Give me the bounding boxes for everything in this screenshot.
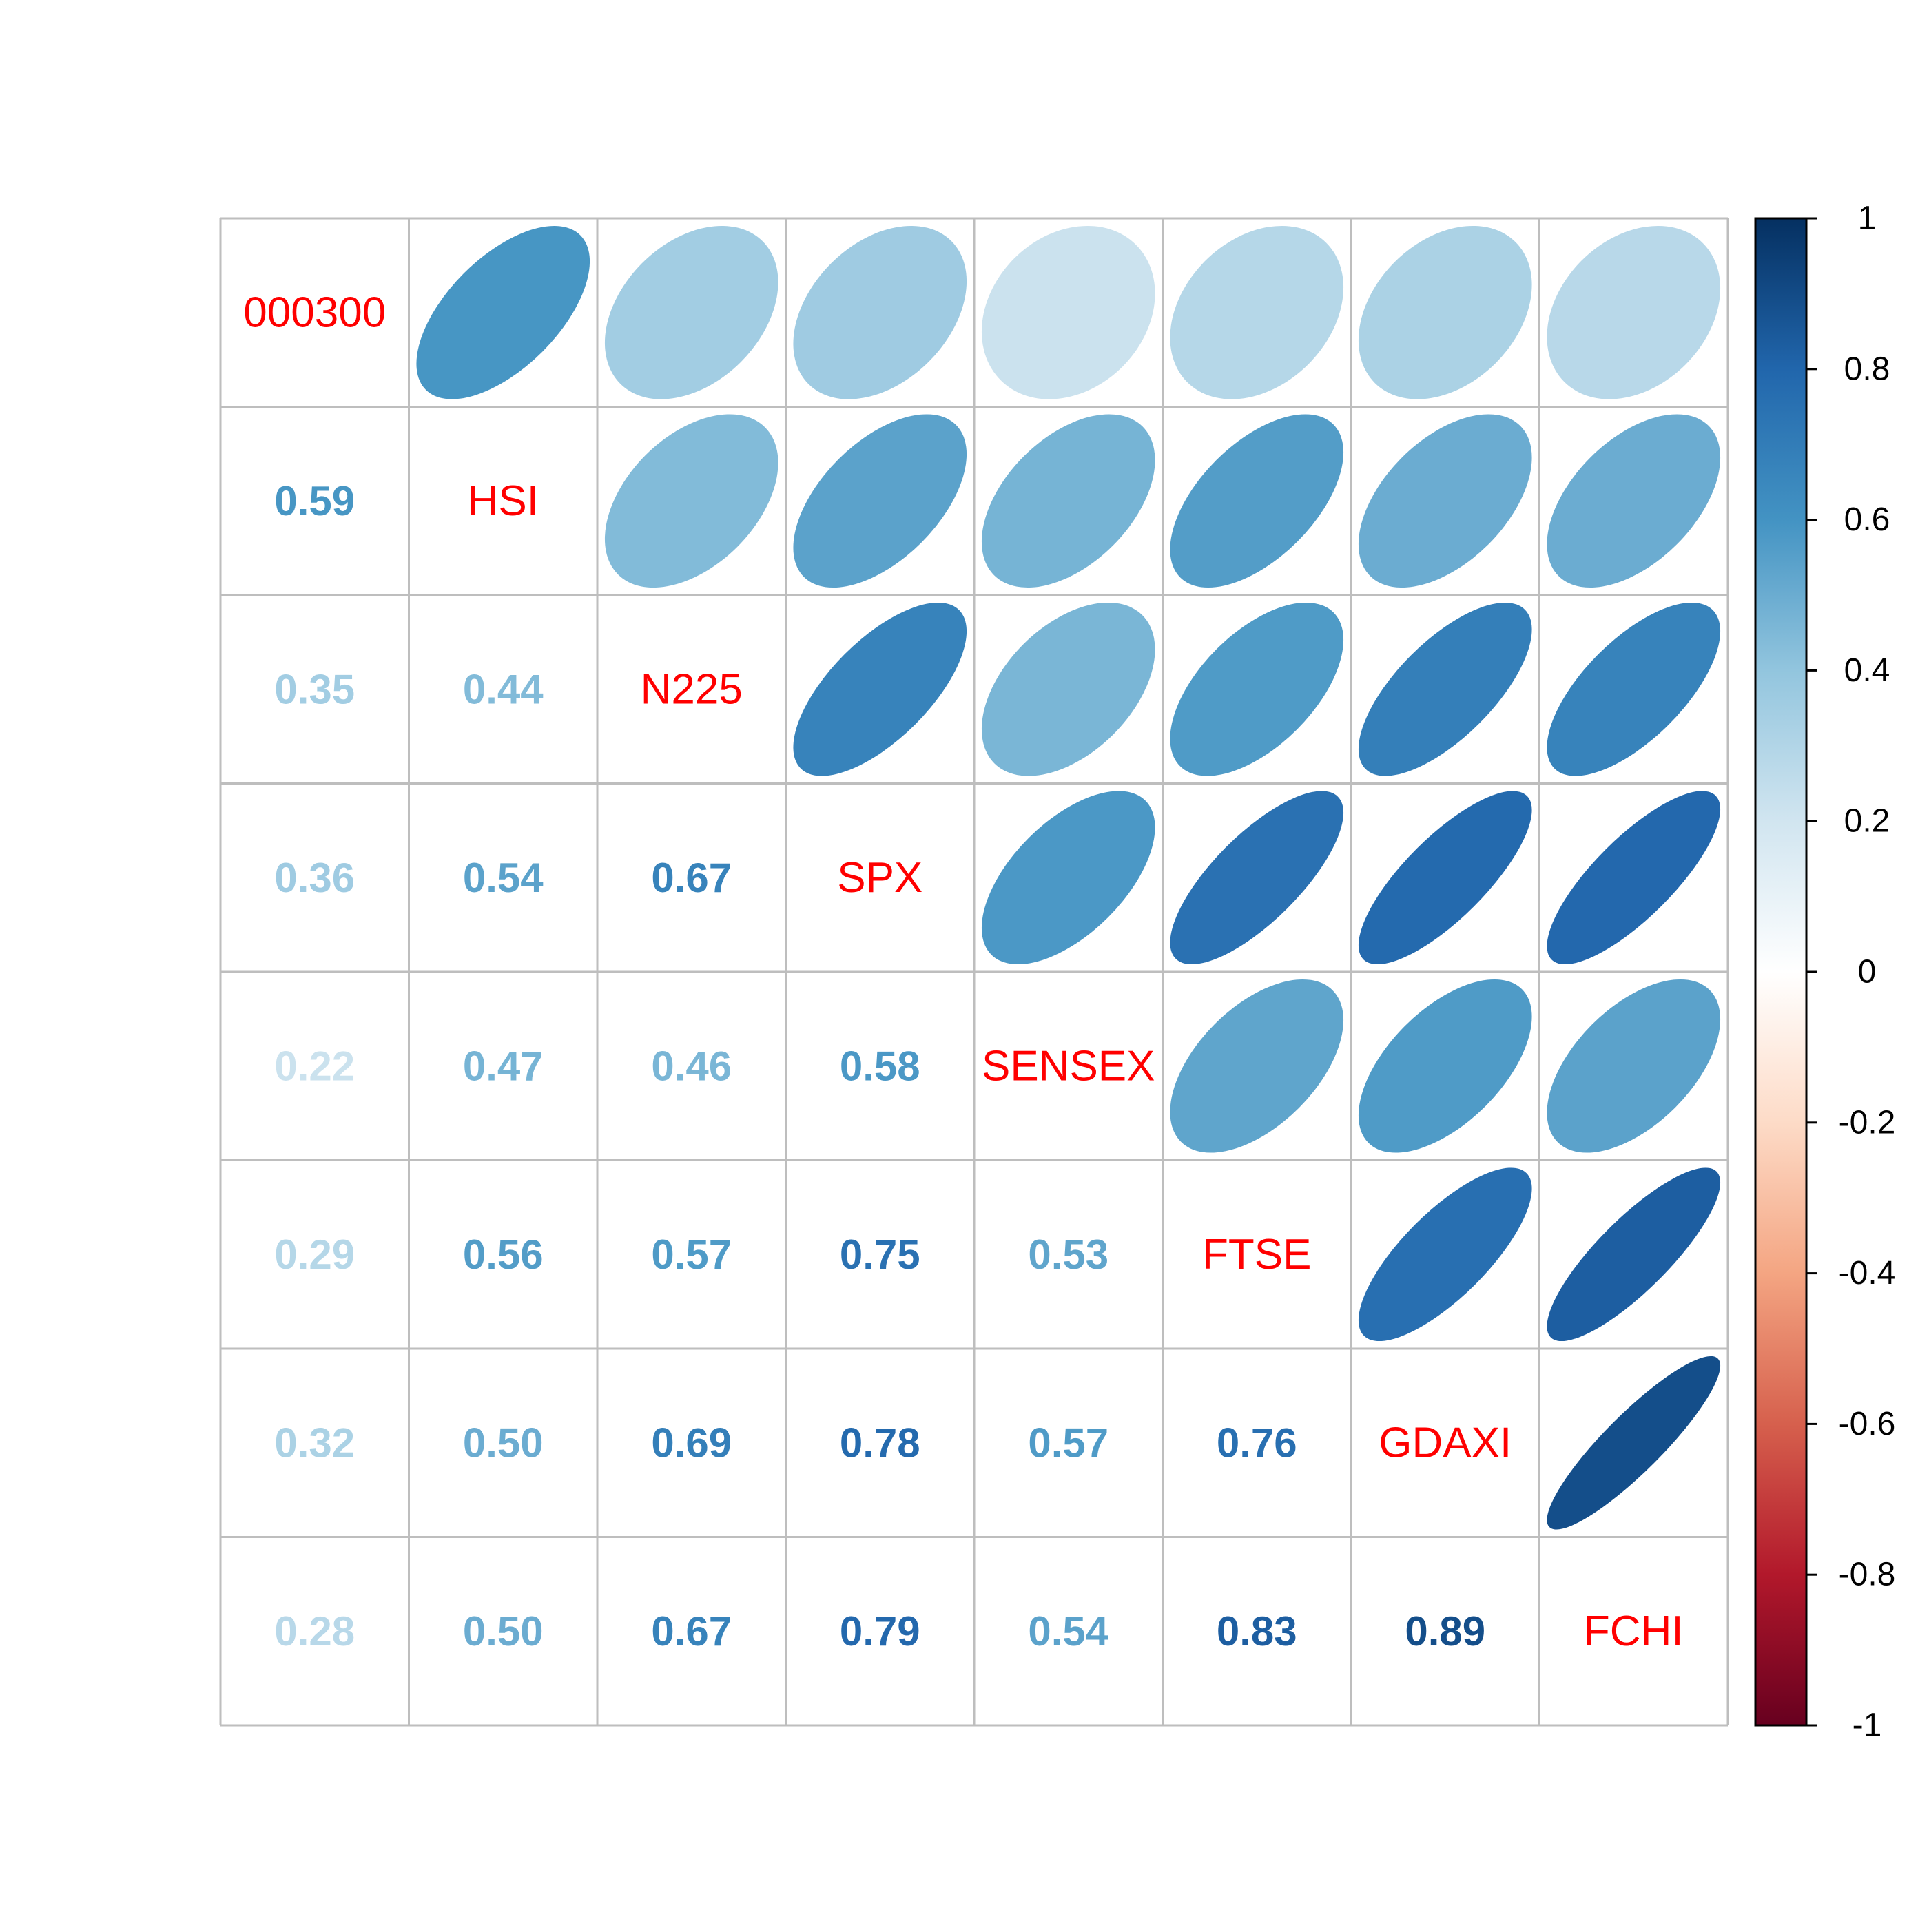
correlation-value: 0.54 [463, 855, 544, 901]
correlation-ellipse [981, 602, 1155, 776]
correlation-ellipse [1547, 979, 1721, 1153]
correlation-value: 0.78 [840, 1420, 920, 1466]
colorbar: 1 0.8 0.6 0.4 0.2 0 -0.2 -0.4 -0.6 -0.8 -1 [1754, 200, 1896, 1744]
colorbar-tick-label: 1 [1858, 200, 1877, 237]
correlation-value: 0.35 [274, 666, 355, 712]
correlation-value: 0.53 [1028, 1232, 1108, 1278]
correlation-value: 0.54 [1028, 1608, 1108, 1654]
colorbar-tick-label: -0.2 [1839, 1104, 1896, 1141]
correlation-value: 0.79 [840, 1608, 920, 1654]
correlation-value: 0.57 [651, 1232, 732, 1278]
correlation-ellipse [1358, 791, 1532, 965]
variable-label: SPX [837, 854, 922, 902]
correlation-value: 0.47 [463, 1043, 544, 1089]
correlation-ellipse [1547, 414, 1721, 588]
correlation-ellipse [1170, 791, 1344, 965]
correlation-value: 0.67 [651, 1608, 732, 1654]
variable-label: N225 [641, 665, 743, 713]
correlation-ellipse [1170, 979, 1344, 1153]
correlation-value: 0.67 [651, 855, 732, 901]
correlation-ellipse [1547, 791, 1721, 965]
correlation-ellipse [1358, 979, 1532, 1153]
colorbar-tick-label: -0.6 [1839, 1406, 1896, 1442]
correlation-value: 0.69 [651, 1420, 732, 1466]
correlation-ellipse [1358, 414, 1532, 588]
correlation-ellipse [604, 414, 778, 588]
colorbar-tick-label: 0.6 [1844, 501, 1890, 538]
correlation-value: 0.76 [1217, 1420, 1297, 1466]
correlation-ellipse [793, 602, 967, 776]
variable-label: SENSEX [982, 1042, 1155, 1090]
correlation-ellipse [1547, 225, 1721, 399]
colorbar-tick-label: 0.8 [1844, 351, 1890, 387]
colorbar-tick-label: -0.4 [1839, 1255, 1896, 1291]
correlation-value: 0.32 [274, 1420, 355, 1466]
correlation-value: 0.56 [463, 1232, 544, 1278]
correlation-value: 0.57 [1028, 1420, 1108, 1466]
correlation-value: 0.29 [274, 1232, 355, 1278]
correlation-ellipse [1358, 602, 1532, 776]
correlation-ellipse [981, 225, 1155, 399]
colorbar-gradient [1754, 217, 1808, 1727]
correlation-ellipse [1170, 602, 1344, 776]
correlation-ellipse [981, 791, 1155, 965]
correlation-value: 0.22 [274, 1043, 355, 1089]
correlation-value: 0.50 [463, 1420, 544, 1466]
correlation-ellipse [1547, 1355, 1721, 1530]
colorbar-tick-label: 0 [1858, 954, 1877, 990]
matrix-grid [219, 217, 1729, 1727]
correlation-ellipse [416, 225, 590, 399]
matrix-cells: 000300 0.59 HSI 0.35 0.44 N225 0.36 0.54 0.67 SPX… [243, 225, 1721, 1655]
colorbar-tick-label: 0.2 [1844, 803, 1890, 840]
correlation-ellipse [1358, 1167, 1532, 1342]
colorbar-tick-label: -0.8 [1839, 1557, 1896, 1593]
variable-label: FCHI [1584, 1608, 1684, 1655]
correlation-ellipse [793, 414, 967, 588]
colorbar-tick-label: 0.4 [1844, 652, 1890, 689]
correlation-ellipse [1170, 225, 1344, 399]
variable-label: HSI [468, 477, 539, 525]
correlation-value: 0.28 [274, 1608, 355, 1654]
variable-label: 000300 [243, 289, 386, 336]
correlation-value: 0.50 [463, 1608, 544, 1654]
correlation-ellipse [604, 225, 778, 399]
correlation-ellipse [1547, 602, 1721, 776]
variable-label: FTSE [1202, 1231, 1311, 1278]
colorbar-tick-label: -1 [1853, 1707, 1882, 1744]
correlation-value: 0.75 [840, 1232, 920, 1278]
correlation-value: 0.83 [1217, 1608, 1297, 1654]
correlation-ellipse [1547, 1167, 1721, 1342]
correlation-value: 0.58 [840, 1043, 920, 1089]
correlation-value: 0.59 [274, 478, 355, 524]
variable-label: GDAXI [1379, 1419, 1512, 1466]
correlation-ellipse [981, 414, 1155, 588]
correlation-ellipse [793, 225, 967, 399]
correlation-ellipse [1358, 225, 1532, 399]
correlation-value: 0.46 [651, 1043, 732, 1089]
correlation-value: 0.36 [274, 855, 355, 901]
correlation-value: 0.89 [1405, 1608, 1485, 1654]
correlation-value: 0.44 [463, 666, 544, 712]
correlation-ellipse [1170, 414, 1344, 588]
